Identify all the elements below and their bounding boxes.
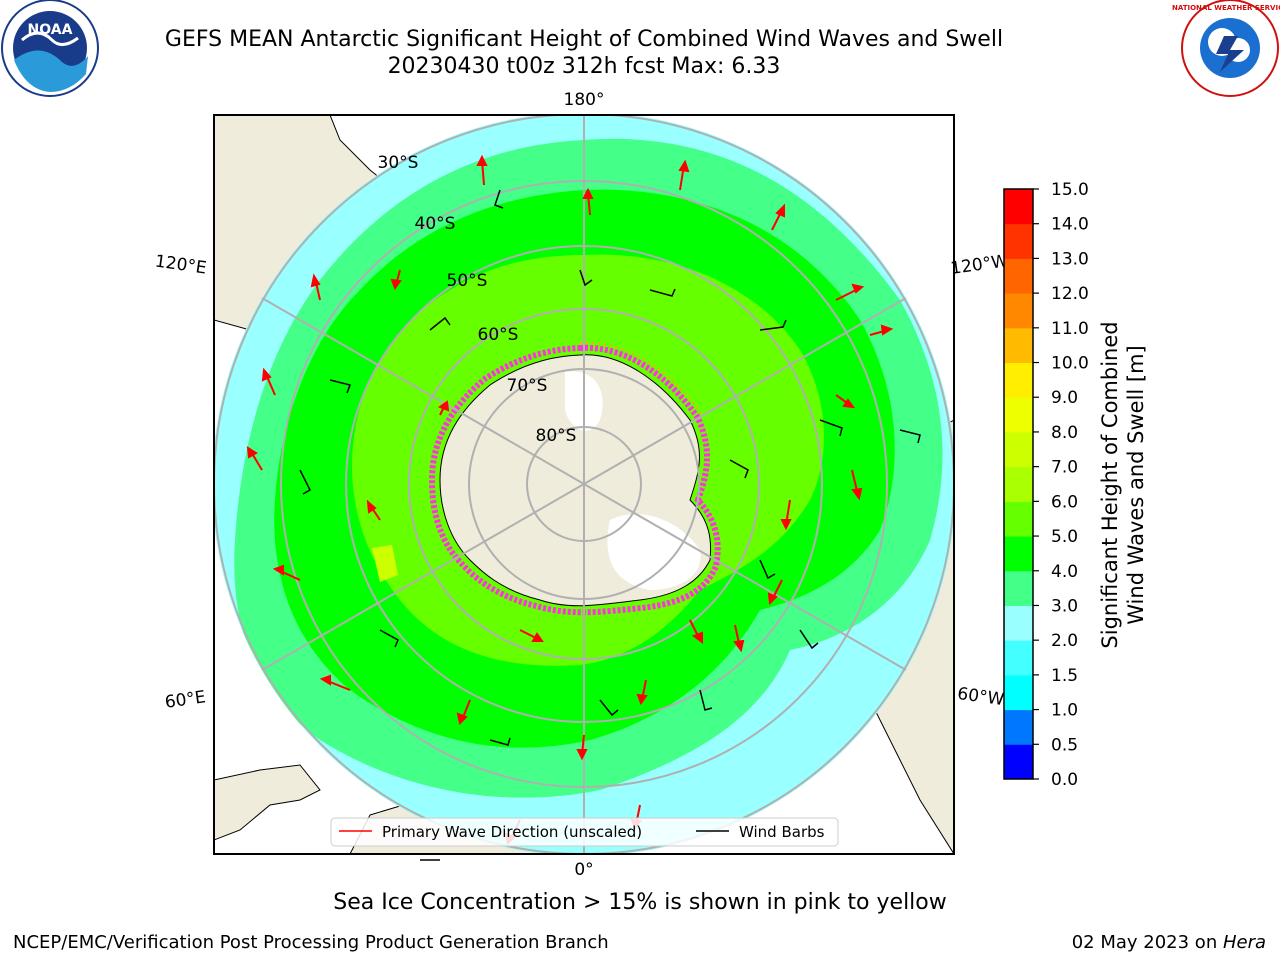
footer-host: Hera xyxy=(1222,932,1266,953)
lat-label-80s: 80°S xyxy=(536,426,577,446)
lon-label-120w: 120°W xyxy=(949,251,1009,279)
chart-subtitle: 20230430 t00z 312h fcst Max: 6.33 xyxy=(387,54,781,79)
colorbar-swatch xyxy=(1004,536,1033,572)
footer-branch: NCEP/EMC/Verification Post Processing Pr… xyxy=(13,932,609,953)
wind-barbs xyxy=(299,189,921,861)
colorbar-swatch xyxy=(1004,570,1033,606)
noaa-logo-text: NOAA xyxy=(28,22,73,38)
legend-label-wind-barbs: Wind Barbs xyxy=(739,823,825,841)
colorbar-swatch xyxy=(1004,189,1033,225)
noaa-logo-icon: NOAA xyxy=(1,0,99,97)
nws-logo-icon: NATIONAL WEATHER SERVICE xyxy=(1172,0,1280,97)
colorbar-tick-label: 13.0 xyxy=(1051,249,1089,269)
map-area xyxy=(214,115,954,854)
africa-landmass xyxy=(214,764,321,841)
ice-shelf-weddell xyxy=(607,514,701,590)
lon-label-0: 0° xyxy=(574,860,593,880)
colorbar-swatch xyxy=(1004,605,1033,641)
colorbar-tick-label: 15.0 xyxy=(1051,180,1089,200)
colorbar-swatch xyxy=(1004,640,1033,676)
map-legend: Primary Wave Direction (unscaled) Wind B… xyxy=(330,817,839,847)
colorbar-swatch xyxy=(1004,293,1033,329)
lon-label-120e: 120°E xyxy=(154,252,208,279)
colorbar-swatch xyxy=(1004,501,1033,537)
colorbar-tick-label: 7.0 xyxy=(1051,458,1078,478)
nws-logo-text: NATIONAL WEATHER SERVICE xyxy=(1172,4,1280,12)
colorbar-label-line1: Significant Height of Combined xyxy=(1098,321,1122,648)
map-frame xyxy=(213,114,955,855)
lon-label-180: 180° xyxy=(564,90,605,110)
colorbar-tick-label: 14.0 xyxy=(1051,215,1089,235)
colorbar-tick-label: 2.0 xyxy=(1051,631,1078,651)
colorbar-swatch xyxy=(1004,327,1033,364)
chart-title: GEFS MEAN Antarctic Significant Height o… xyxy=(164,27,1004,52)
colorbar-frame xyxy=(1003,188,1034,780)
colorbar-tick-label: 12.0 xyxy=(1051,284,1089,304)
colorbar-swatch xyxy=(1004,258,1033,294)
lon-label-60w: 60°W xyxy=(956,684,1005,710)
lat-label-70s: 70°S xyxy=(507,376,548,396)
lat-label-40s: 40°S xyxy=(415,214,456,234)
colorbar-swatch xyxy=(1004,744,1033,780)
lat-label-60s: 60°S xyxy=(478,325,519,345)
colorbar-tick-label: 0.5 xyxy=(1051,735,1078,755)
lat-label-50s: 50°S xyxy=(447,271,488,291)
colorbar-tick-label: 4.0 xyxy=(1051,562,1078,582)
colorbar-tick-label: 11.0 xyxy=(1051,319,1089,339)
colorbar-swatch xyxy=(1004,397,1033,433)
colorbar-swatch xyxy=(1004,674,1033,711)
graticule xyxy=(214,115,954,854)
colorbar-swatch xyxy=(1004,431,1033,468)
lat-label-30s: 30°S xyxy=(378,153,419,173)
footer-date-text: 02 May 2023 on xyxy=(1071,932,1223,953)
colorbar-tick-label: 6.0 xyxy=(1051,492,1078,512)
colorbar: 0.0 0.5 1.0 1.5 2.0 3.0 4.0 5.0 6.0 7.0 8.0 9.0 10.0… xyxy=(1003,180,1148,790)
sea-ice-edge xyxy=(428,344,721,616)
wave-field-6m-patch xyxy=(372,545,398,582)
colorbar-tick-label: 9.0 xyxy=(1051,388,1078,408)
colorbar-tick-label: 0.0 xyxy=(1051,770,1078,790)
colorbar-tick-label: 3.0 xyxy=(1051,596,1078,616)
legend-label-wave-direction: Primary Wave Direction (unscaled) xyxy=(382,823,642,841)
lon-label-60e: 60°E xyxy=(164,687,207,712)
colorbar-label-line2: Wind Waves and Swell [m] xyxy=(1124,345,1148,625)
colorbar-swatch xyxy=(1004,709,1033,745)
colorbar-tick-label: 8.0 xyxy=(1051,423,1078,443)
footer-date: 02 May 2023 on Hera xyxy=(1072,932,1266,953)
colorbar-tick-label: 10.0 xyxy=(1051,354,1089,374)
colorbar-swatch xyxy=(1004,223,1033,259)
sea-ice-caption: Sea Ice Concentration > 15% is shown in … xyxy=(333,890,947,915)
colorbar-tick-label: 1.5 xyxy=(1051,666,1078,686)
colorbar-tick-label: 1.0 xyxy=(1051,701,1078,721)
colorbar-tick-label: 5.0 xyxy=(1051,527,1078,547)
colorbar-swatch xyxy=(1004,362,1033,398)
colorbar-swatch xyxy=(1004,466,1033,502)
